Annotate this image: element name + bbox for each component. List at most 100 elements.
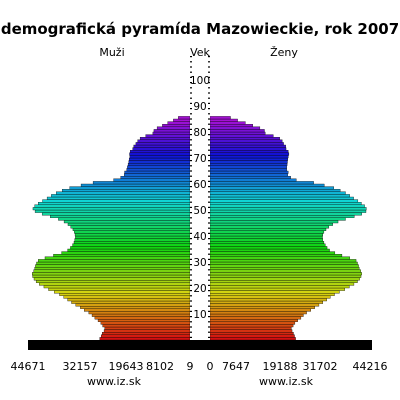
male-bar: [84, 308, 191, 312]
male-bar: [153, 129, 191, 133]
male-bar: [103, 329, 191, 333]
male-bar: [38, 259, 191, 263]
female-bar: [209, 137, 280, 140]
chart-title: demografická pyramída Mazowieckie, rok 2…: [1, 20, 399, 38]
female-axis-ticks: 0 7647 19188 31702 44216: [207, 360, 388, 373]
female-bar: [209, 228, 327, 231]
female-bar: [209, 150, 289, 153]
male-axis-tick-label: 44671: [11, 360, 46, 373]
female-bar: [209, 207, 367, 211]
male-bar: [178, 116, 191, 120]
female-bar: [209, 287, 345, 291]
male-label: Muži: [99, 46, 124, 59]
female-bar: [209, 246, 328, 250]
female-bars: [209, 116, 367, 341]
female-bar: [209, 274, 362, 278]
male-bar: [137, 139, 191, 143]
female-bar: [209, 212, 362, 216]
female-bar: [209, 290, 340, 294]
male-bar: [113, 178, 191, 182]
female-bar: [209, 293, 335, 296]
male-bar: [91, 313, 191, 317]
male-bar: [39, 282, 191, 286]
male-bar: [99, 337, 191, 341]
male-bar: [94, 316, 191, 320]
male-bar: [41, 212, 191, 216]
female-bar: [209, 183, 325, 187]
age-tick-labels: 10 20 30 40 50 60 70 80 90 100: [190, 75, 210, 321]
male-bar: [42, 199, 191, 203]
female-bar: [209, 147, 287, 151]
female-bar: [209, 280, 358, 283]
female-bar: [209, 168, 287, 172]
female-bar: [209, 176, 291, 179]
female-bar: [209, 306, 315, 309]
age-tick-label: 90: [193, 101, 206, 113]
male-bar: [101, 334, 191, 338]
male-axis-tick-label: 32157: [63, 360, 98, 373]
male-bar: [33, 269, 191, 273]
female-bar: [209, 189, 341, 192]
male-bar: [133, 144, 191, 148]
male-bar: [70, 225, 191, 229]
female-bar: [209, 308, 311, 312]
male-bar: [62, 189, 191, 192]
female-bar: [209, 303, 320, 307]
female-bar: [209, 230, 325, 234]
male-bar: [35, 280, 191, 283]
female-bar: [209, 173, 288, 177]
male-bar: [63, 220, 191, 224]
male-bar: [167, 121, 191, 125]
female-bar: [209, 170, 289, 174]
female-bar: [209, 300, 324, 304]
female-bar: [209, 116, 231, 120]
male-bar: [120, 176, 191, 179]
female-bar: [209, 256, 350, 260]
male-bar: [33, 277, 191, 281]
male-bar: [72, 243, 191, 247]
male-bar: [67, 222, 191, 226]
male-bar: [129, 155, 191, 159]
female-bar: [209, 160, 288, 164]
female-axis-tick-label: 7647: [222, 360, 250, 373]
male-bar: [126, 168, 191, 172]
male-bar: [104, 326, 191, 330]
male-bar: [34, 209, 191, 213]
female-bar: [209, 202, 362, 205]
male-bar: [71, 300, 191, 304]
male-bar: [132, 147, 191, 151]
male-bar: [54, 290, 191, 294]
male-bar: [56, 191, 191, 195]
female-bar: [209, 217, 346, 221]
male-bar: [61, 251, 191, 255]
female-bar: [209, 324, 294, 328]
female-bar: [209, 181, 314, 185]
male-bar: [69, 186, 191, 190]
male-bar: [67, 298, 191, 302]
male-bar: [162, 124, 191, 127]
female-bar: [209, 215, 355, 218]
female-bar: [209, 254, 343, 257]
male-bar: [36, 261, 191, 265]
source-right: www.iz.sk: [259, 375, 314, 388]
female-bar: [209, 124, 253, 127]
female-bar: [209, 222, 333, 226]
age-tick-label: 10: [193, 309, 206, 321]
female-bar: [209, 238, 324, 242]
male-bar: [97, 319, 191, 322]
female-axis-tick-label: 0: [207, 360, 214, 373]
male-axis-tick-label: 9: [187, 360, 194, 373]
female-axis-tick-label: 44216: [353, 360, 388, 373]
male-bar: [102, 332, 191, 335]
male-bar: [128, 157, 191, 161]
female-bar: [209, 142, 284, 146]
male-bar: [59, 293, 191, 296]
female-bar: [209, 269, 361, 273]
male-bar: [50, 215, 191, 218]
source-left: www.iz.sk: [87, 375, 142, 388]
female-bar: [209, 233, 324, 237]
male-axis-tick-label: 8102: [146, 360, 174, 373]
female-bar: [209, 332, 294, 335]
age-tick-label: 70: [193, 153, 206, 165]
male-bar: [75, 235, 191, 239]
